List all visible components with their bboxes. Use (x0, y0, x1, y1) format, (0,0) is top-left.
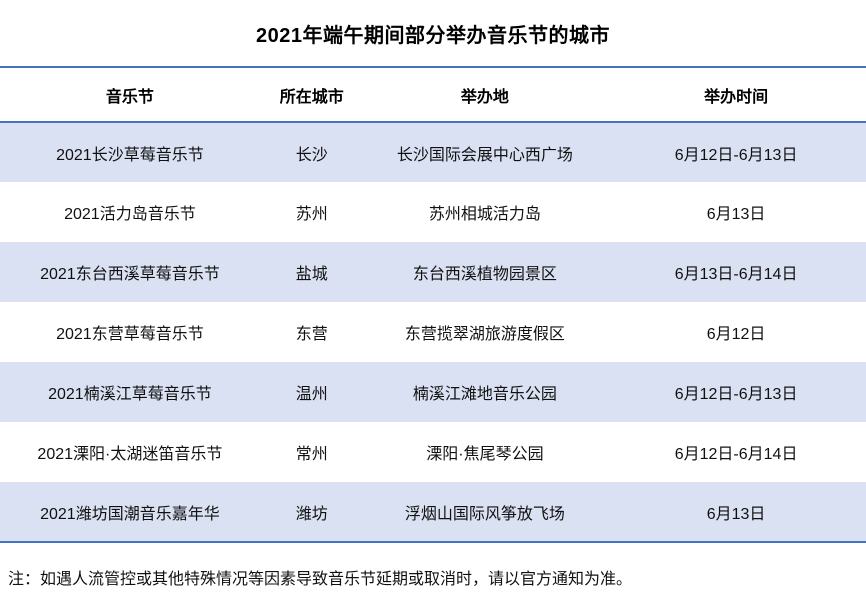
cell-city: 常州 (295, 446, 328, 463)
cell-venue: 楠溪江滩地音乐公园 (412, 386, 557, 403)
table-row: 2021溧阳·太湖迷笛音乐节 常州 溧阳·焦尾琴公园 6月12日-6月14日 (0, 422, 866, 482)
cell-festival: 2021溧阳·太湖迷笛音乐节 (37, 446, 223, 463)
table-row: 2021楠溪江草莓音乐节 温州 楠溪江滩地音乐公园 6月12日-6月13日 (0, 362, 866, 422)
table-row: 2021潍坊国潮音乐嘉年华 潍坊 浮烟山国际风筝放飞场 6月13日 (0, 482, 866, 542)
header-city: 所在城市 (259, 67, 364, 123)
cell-venue: 长沙国际会展中心西广场 (396, 146, 573, 164)
cell-time: 6月12日-6月13日 (674, 146, 798, 164)
table-header: 音乐节 所在城市 举办地 举办时间 (0, 67, 866, 123)
header-time: 举办时间 (606, 67, 866, 123)
header-row: 音乐节 所在城市 举办地 举办时间 (0, 67, 866, 123)
table-row: 2021长沙草莓音乐节 长沙 长沙国际会展中心西广场 6月12日-6月13日 (0, 122, 866, 182)
page-title: 2021年端午期间部分举办音乐节的城市 (256, 24, 610, 47)
cell-city: 长沙 (295, 146, 328, 164)
festival-table: 音乐节 所在城市 举办地 举办时间 2021长沙草莓音乐节 长沙 长沙国际会展中… (0, 66, 866, 543)
cell-city: 温州 (295, 386, 328, 403)
cell-city: 东营 (295, 326, 328, 343)
cell-time: 6月13日 (706, 505, 766, 523)
cell-festival: 2021楠溪江草莓音乐节 (48, 386, 212, 403)
cell-time: 6月12日-6月14日 (674, 446, 798, 463)
cell-city: 苏州 (295, 206, 328, 223)
cell-city: 盐城 (295, 266, 328, 283)
cell-venue: 浮烟山国际风筝放飞场 (404, 505, 565, 523)
cell-festival: 2021长沙草莓音乐节 (56, 146, 204, 164)
cell-city: 潍坊 (295, 505, 328, 523)
cell-venue: 溧阳·焦尾琴公园 (426, 446, 544, 463)
header-venue: 举办地 (363, 67, 607, 123)
header-festival: 音乐节 (0, 67, 260, 123)
cell-time: 6月13日-6月14日 (674, 266, 798, 283)
cell-venue: 苏州相城活力岛 (428, 206, 541, 223)
cell-time: 6月13日 (706, 206, 766, 223)
table-row: 2021东台西溪草莓音乐节 盐城 东台西溪植物园景区 6月13日-6月14日 (0, 242, 866, 302)
footnote: 注：如遇人流管控或其他特殊情况等因素导致音乐节延期或取消时，请以官方通知为准。 (8, 571, 633, 588)
cell-festival: 2021潍坊国潮音乐嘉年华 (40, 505, 220, 523)
cell-festival: 2021东营草莓音乐节 (56, 326, 204, 343)
table-row: 2021活力岛音乐节 苏州 苏州相城活力岛 6月13日 (0, 182, 866, 242)
cell-festival: 2021活力岛音乐节 (64, 206, 196, 223)
cell-festival: 2021东台西溪草莓音乐节 (40, 266, 220, 283)
table-row: 2021东营草莓音乐节 东营 东营揽翠湖旅游度假区 6月12日 (0, 302, 866, 362)
cell-venue: 东营揽翠湖旅游度假区 (404, 326, 565, 343)
cell-venue: 东台西溪植物园景区 (412, 266, 557, 283)
cell-time: 6月12日 (706, 326, 766, 343)
table-body: 2021长沙草莓音乐节 长沙 长沙国际会展中心西广场 6月12日-6月13日 2… (0, 122, 866, 542)
cell-time: 6月12日-6月13日 (674, 386, 798, 403)
